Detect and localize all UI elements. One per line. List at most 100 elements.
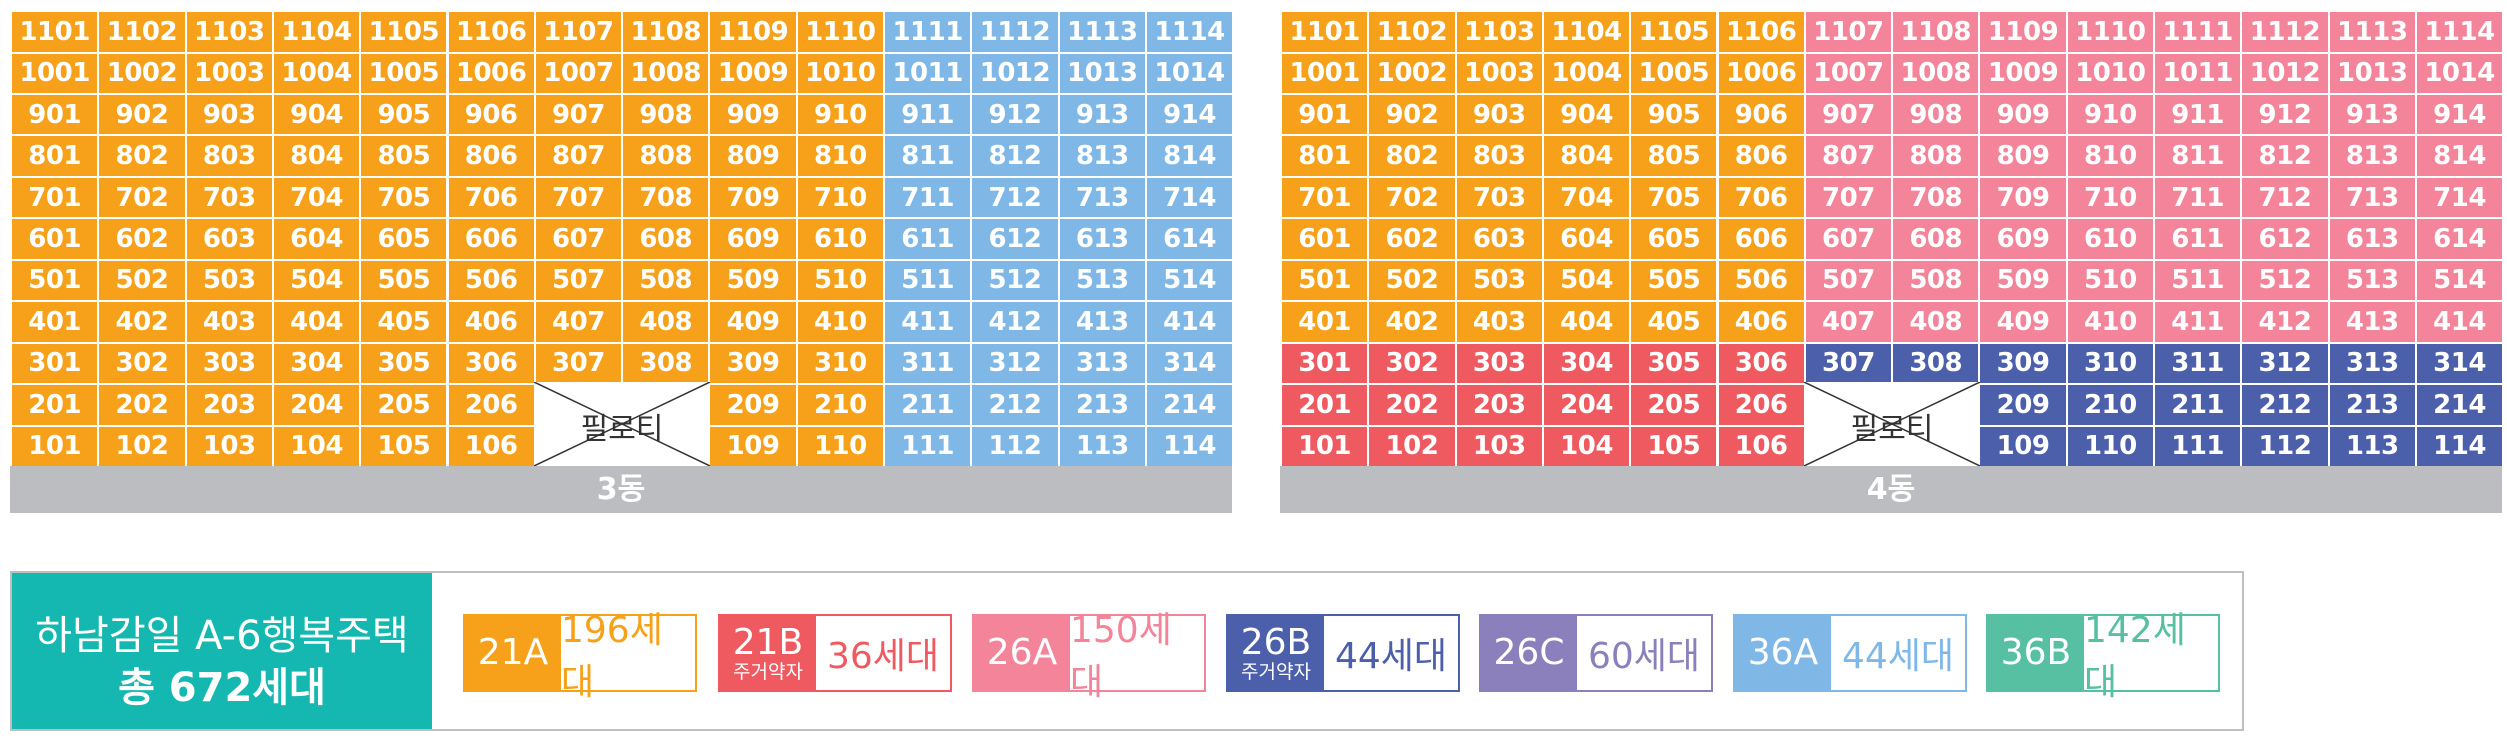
unit-cell: 106: [1716, 424, 1806, 468]
unit-cell: 802: [1367, 134, 1457, 178]
unit-cell: 1103: [184, 10, 274, 54]
unit-cell: 812: [2240, 134, 2330, 178]
unit-cell: 1101: [1280, 10, 1370, 54]
unit-cell: 606: [446, 217, 536, 261]
unit-cell: 308: [1891, 341, 1981, 386]
project-name: 하남감일 A-6행복주택: [35, 613, 409, 659]
unit-cell: 1106: [446, 10, 536, 54]
unit-cell: 404: [1541, 300, 1632, 344]
unit-cell: 705: [359, 175, 449, 220]
unit-cell: 502: [1367, 258, 1457, 303]
unit-cell: 804: [1541, 134, 1632, 178]
unit-cell: 503: [184, 258, 274, 303]
legend-unit-count: 36세대: [816, 616, 950, 690]
unit-cell: 611: [2153, 217, 2243, 261]
unit-cell: 810: [2065, 134, 2155, 178]
unit-cell: 1104: [1541, 10, 1632, 54]
unit-cell: 103: [184, 424, 274, 468]
unit-cell: 204: [271, 383, 362, 427]
unit-cell: 703: [1454, 175, 1544, 220]
unit-cell: 204: [1541, 383, 1632, 427]
unit-cell: 114: [1144, 424, 1235, 468]
unit-cell: 402: [1367, 300, 1457, 344]
unit-cell: 112: [970, 424, 1060, 468]
unit-cell: 909: [708, 92, 798, 137]
unit-cell: 712: [2240, 175, 2330, 220]
unit-cell: 509: [1978, 258, 2068, 303]
unit-cell: 211: [2153, 383, 2243, 427]
unit-cell: 612: [970, 217, 1060, 261]
unit-cell: 101: [10, 424, 100, 468]
unit-cell: 801: [10, 134, 100, 178]
piloti-area: 필로티: [1804, 382, 1980, 466]
unit-cell: 1003: [184, 51, 274, 95]
unit-cell: 202: [97, 383, 187, 427]
legend-type-swatch: 26C: [1481, 616, 1577, 690]
unit-cell: 201: [10, 383, 100, 427]
unit-cell: 811: [883, 134, 973, 178]
unit-cell: 1013: [1057, 51, 1147, 95]
legend-unit-count: 150세대: [1070, 610, 1204, 703]
unit-cell: 806: [1716, 134, 1806, 178]
unit-cell: 614: [1144, 217, 1235, 261]
unit-cell: 403: [1454, 300, 1544, 344]
unit-cell: 1001: [1280, 51, 1370, 95]
unit-cell: 1113: [1057, 10, 1147, 54]
unit-cell: 708: [1891, 175, 1981, 220]
unit-cell: 310: [795, 341, 885, 386]
unit-cell: 105: [359, 424, 449, 468]
unit-cell: 203: [184, 383, 274, 427]
unit-cell: 1101: [10, 10, 100, 54]
unit-cell: 901: [10, 92, 100, 137]
unit-cell: 213: [1057, 383, 1147, 427]
unit-cell: 906: [1716, 92, 1806, 137]
unit-cell: 502: [97, 258, 187, 303]
unit-cell: 410: [795, 300, 885, 344]
unit-cell: 1011: [883, 51, 973, 95]
unit-cell: 514: [1144, 258, 1235, 303]
piloti-label: 필로티: [1850, 412, 1934, 447]
unit-cell: 805: [359, 134, 449, 178]
unit-cell: 314: [1144, 341, 1235, 386]
unit-cell: 403: [184, 300, 274, 344]
legend-item-21b: 21B 주거약자 36세대: [718, 614, 952, 692]
unit-cell: 114: [2414, 424, 2505, 468]
unit-cell: 608: [621, 217, 711, 261]
unit-cell: 506: [446, 258, 536, 303]
unit-cell: 603: [1454, 217, 1544, 261]
unit-cell: 1105: [1629, 10, 1719, 54]
unit-cell: 404: [271, 300, 362, 344]
unit-cell: 414: [2414, 300, 2505, 344]
unit-cell: 1102: [97, 10, 187, 54]
unit-cell: 604: [1541, 217, 1632, 261]
unit-cell: 205: [359, 383, 449, 427]
unit-cell: 613: [1057, 217, 1147, 261]
legend-type-swatch: 26A: [974, 616, 1070, 690]
unit-cell: 602: [97, 217, 187, 261]
unit-cell: 1014: [1144, 51, 1235, 95]
unit-cell: 807: [533, 134, 624, 178]
piloti-cross-lines: [534, 382, 710, 466]
legend-type-code: 26A: [986, 632, 1058, 673]
unit-cell: 1112: [2240, 10, 2330, 54]
unit-cell: 112: [2240, 424, 2330, 468]
unit-cell: 307: [1803, 341, 1894, 386]
unit-cell: 307: [533, 341, 624, 386]
unit-cell: 212: [2240, 383, 2330, 427]
unit-cell: 109: [708, 424, 798, 468]
legend-unit-count: 44세대: [1831, 616, 1965, 690]
unit-cell: 607: [1803, 217, 1894, 261]
unit-cell: 201: [1280, 383, 1370, 427]
unit-cell: 101: [1280, 424, 1370, 468]
unit-cell: 312: [970, 341, 1060, 386]
unit-cell: 1104: [271, 10, 362, 54]
legend-type-code: 21A: [477, 632, 549, 673]
unit-cell: 807: [1803, 134, 1894, 178]
unit-cell: 504: [271, 258, 362, 303]
unit-cell: 513: [1057, 258, 1147, 303]
unit-cell: 510: [2065, 258, 2155, 303]
unit-cell: 1010: [2065, 51, 2155, 95]
unit-cell: 609: [708, 217, 798, 261]
unit-cell: 301: [1280, 341, 1370, 386]
unit-cell: 1012: [2240, 51, 2330, 95]
